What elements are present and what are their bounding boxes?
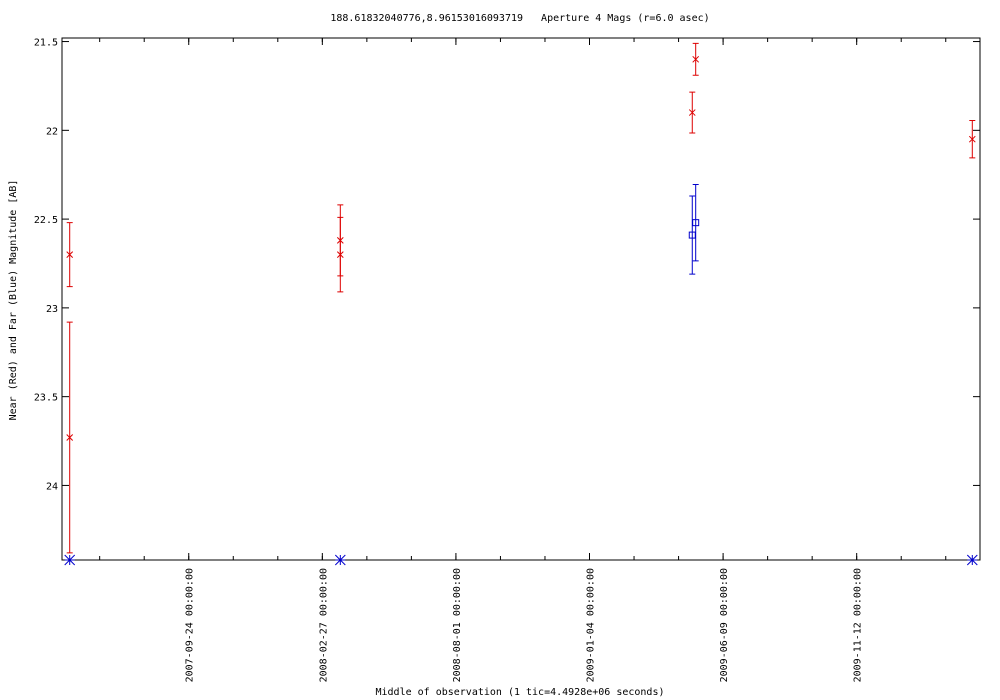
limit-marker xyxy=(64,554,76,566)
y-tick-label: 23.5 xyxy=(34,393,58,404)
y-tick-label: 22.5 xyxy=(34,215,58,226)
x-tick-label: 2009-01-04 00:00:00 xyxy=(586,568,597,682)
y-tick-label: 23 xyxy=(46,304,58,315)
y-tick-label: 21.5 xyxy=(34,38,58,49)
x-axis-label: Middle of observation (1 tic=4.4928e+06 … xyxy=(376,687,665,698)
limit-marker xyxy=(334,554,346,566)
point xyxy=(692,55,700,63)
y-tick-label: 24 xyxy=(46,481,58,492)
y-tick-label: 22 xyxy=(46,126,58,137)
limit-marker xyxy=(966,554,978,566)
error-bar xyxy=(692,183,699,262)
error-bar xyxy=(689,195,696,275)
y-axis-label: Near (Red) and Far (Blue) Magnitude [AB] xyxy=(8,180,19,421)
point xyxy=(66,434,74,441)
point xyxy=(692,219,700,227)
chart-title: 188.61832040776,8.96153016093719 Apertur… xyxy=(330,13,709,24)
x-tick-label: 2008-02-27 00:00:00 xyxy=(318,568,329,682)
x-tick-label: 2007-09-24 00:00:00 xyxy=(185,568,196,682)
point xyxy=(688,109,696,116)
point xyxy=(66,251,74,258)
plot-frame xyxy=(61,37,981,561)
x-tick-label: 2008-08-01 00:00:00 xyxy=(452,568,463,682)
x-tick-label: 2009-06-09 00:00:00 xyxy=(719,568,730,682)
x-tick-label: 2009-11-12 00:00:00 xyxy=(853,568,864,682)
point xyxy=(968,135,976,143)
point xyxy=(336,251,344,258)
